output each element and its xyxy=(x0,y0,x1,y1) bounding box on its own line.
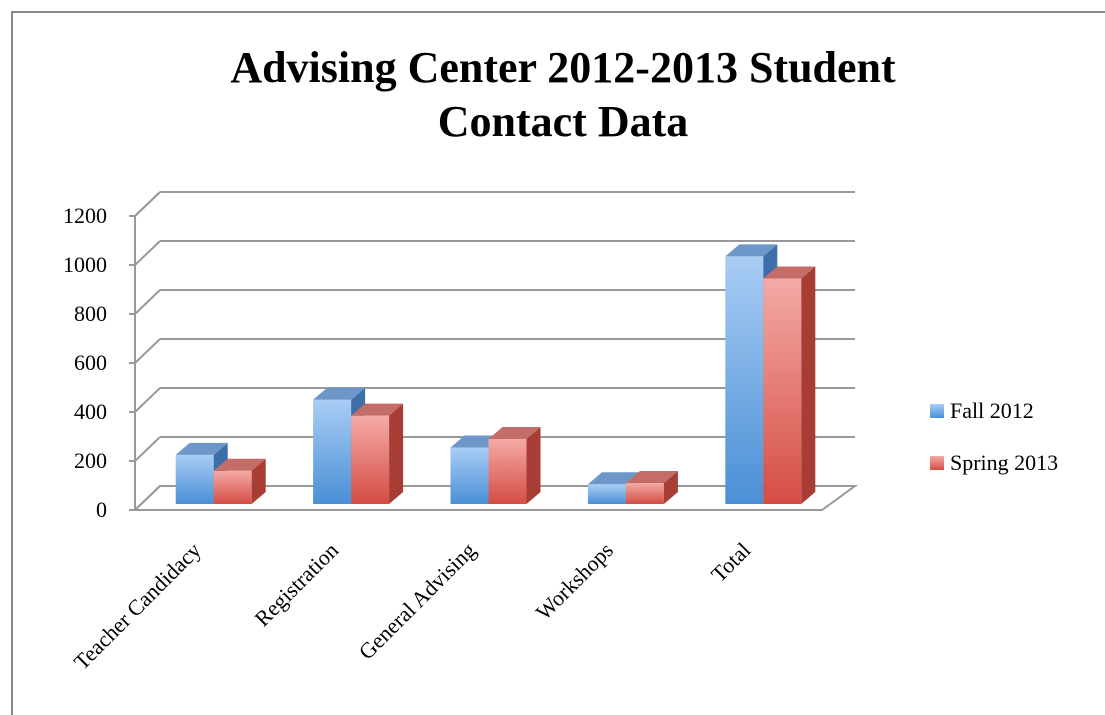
bar-top xyxy=(351,403,404,416)
legend-label: Fall 2012 xyxy=(950,398,1034,423)
bar-front xyxy=(175,454,214,504)
chart-title: Advising Center 2012-2013 Student xyxy=(230,43,896,92)
x-tick-label: Teacher Candidacy xyxy=(69,537,206,674)
bar-front xyxy=(587,484,626,504)
bar-side xyxy=(389,403,404,504)
bar-top xyxy=(625,471,678,484)
grid-line xyxy=(134,485,161,511)
grid-line xyxy=(134,387,161,413)
bar-front xyxy=(313,399,352,504)
bar xyxy=(351,403,404,504)
grid-line xyxy=(134,338,161,364)
bar-top xyxy=(175,442,228,455)
bar xyxy=(625,471,678,504)
bar xyxy=(488,426,541,504)
x-tick-label: Workshops xyxy=(531,537,618,624)
bar-top xyxy=(313,387,366,400)
bar-front xyxy=(351,415,390,504)
bar-top xyxy=(587,472,640,485)
grid-line xyxy=(134,240,161,266)
x-tick-label: Total xyxy=(706,537,755,586)
y-tick-label: 800 xyxy=(74,301,107,326)
grid-line xyxy=(134,191,161,217)
frame xyxy=(11,11,1105,715)
legend-label: Spring 2013 xyxy=(950,450,1058,475)
y-tick-label: 200 xyxy=(74,448,107,473)
y-tick-label: 1000 xyxy=(63,252,107,277)
bar-front xyxy=(450,447,489,504)
bar-front xyxy=(213,470,252,504)
bar-side xyxy=(801,266,816,504)
bar xyxy=(213,458,266,504)
x-tick-label: General Advising xyxy=(354,537,481,664)
bar-front xyxy=(763,278,802,504)
bar-top xyxy=(725,244,778,257)
bar-top xyxy=(213,458,266,471)
chart-title: Contact Data xyxy=(438,97,689,146)
y-tick-label: 0 xyxy=(96,497,107,522)
bar-front xyxy=(488,438,527,504)
x-tick-label: Registration xyxy=(249,537,343,631)
y-tick-label: 1200 xyxy=(63,203,107,228)
legend-swatch xyxy=(930,456,944,470)
bar-front xyxy=(725,256,764,504)
y-tick-label: 600 xyxy=(74,350,107,375)
bar-side xyxy=(663,471,678,504)
bar-side xyxy=(526,426,541,504)
grid-line xyxy=(134,289,161,315)
bar-top xyxy=(488,426,541,439)
grid-line xyxy=(134,436,161,462)
bar-top xyxy=(763,266,816,279)
y-tick-label: 400 xyxy=(74,399,107,424)
bar-side xyxy=(251,458,266,504)
bar xyxy=(763,266,816,504)
legend-swatch xyxy=(930,404,944,418)
bar-front xyxy=(625,483,664,504)
